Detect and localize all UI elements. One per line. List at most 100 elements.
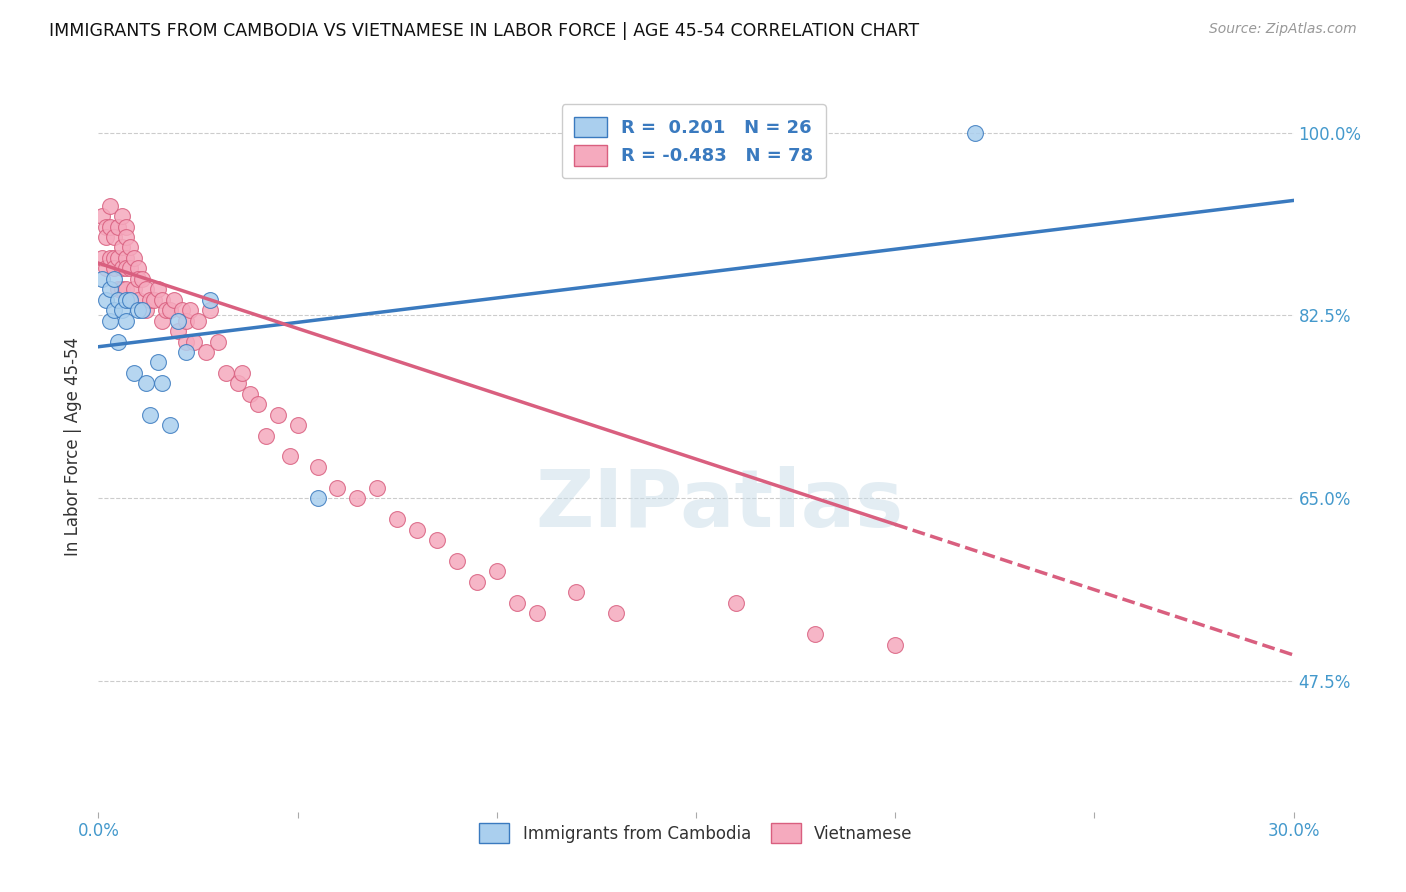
Point [98, 199, 122, 213]
Point [326, 481, 349, 495]
Point [127, 272, 149, 286]
Point [115, 282, 138, 296]
Point [115, 251, 138, 265]
Point [115, 230, 138, 244]
Text: ZIPatlas: ZIPatlas [536, 466, 904, 543]
Point [111, 209, 134, 223]
Point [111, 261, 134, 276]
Point [96, 230, 118, 244]
Point [98, 282, 122, 296]
Point [226, 376, 249, 391]
Point [135, 303, 157, 318]
Point [96, 261, 118, 276]
Point [366, 481, 388, 495]
Point [605, 606, 627, 620]
Point [385, 512, 409, 526]
Point [127, 303, 149, 318]
Point [163, 293, 186, 307]
Point [183, 334, 205, 349]
Point [127, 261, 149, 276]
Point [111, 282, 134, 296]
Point [485, 565, 508, 579]
Point [127, 293, 149, 307]
Point [139, 408, 162, 422]
Legend: Immigrants from Cambodia, Vietnamese: Immigrants from Cambodia, Vietnamese [471, 815, 921, 851]
Point [963, 126, 986, 140]
Point [103, 272, 125, 286]
Point [246, 397, 269, 411]
Point [115, 313, 138, 327]
Point [159, 418, 181, 433]
Point [506, 596, 529, 610]
Point [724, 596, 747, 610]
Point [446, 554, 468, 568]
Point [426, 533, 449, 547]
Point [124, 251, 146, 265]
Point [198, 303, 221, 318]
Point [307, 459, 329, 474]
Point [159, 303, 181, 318]
Point [124, 282, 146, 296]
Point [91, 272, 114, 286]
Point [198, 293, 221, 307]
Point [406, 523, 429, 537]
Point [124, 366, 146, 380]
Point [179, 303, 201, 318]
Point [174, 334, 197, 349]
Point [135, 282, 157, 296]
Point [215, 366, 238, 380]
Point [131, 272, 153, 286]
Point [287, 418, 309, 433]
Point [526, 606, 548, 620]
Point [111, 303, 134, 318]
Point [135, 376, 157, 391]
Point [239, 386, 262, 401]
Point [98, 219, 122, 234]
Point [107, 334, 129, 349]
Point [111, 240, 134, 254]
Point [96, 219, 118, 234]
Point [91, 209, 114, 223]
Point [120, 240, 142, 254]
Point [107, 251, 129, 265]
Point [150, 376, 173, 391]
Point [765, 126, 787, 140]
Point [103, 251, 125, 265]
Point [91, 251, 114, 265]
Point [150, 293, 173, 307]
Point [115, 261, 138, 276]
Point [150, 313, 173, 327]
Point [148, 355, 170, 369]
Point [107, 219, 129, 234]
Text: Source: ZipAtlas.com: Source: ZipAtlas.com [1209, 22, 1357, 37]
Point [103, 230, 125, 244]
Point [107, 293, 129, 307]
Point [120, 261, 142, 276]
Point [254, 428, 277, 442]
Point [148, 282, 170, 296]
Point [167, 324, 190, 338]
Point [231, 366, 253, 380]
Point [267, 408, 290, 422]
Point [103, 261, 125, 276]
Point [120, 293, 142, 307]
Point [187, 313, 209, 327]
Point [143, 293, 166, 307]
Point [884, 638, 907, 652]
Point [131, 303, 153, 318]
Point [139, 293, 162, 307]
Point [307, 491, 329, 506]
Point [465, 574, 488, 589]
Point [115, 293, 138, 307]
Point [155, 303, 177, 318]
Point [195, 345, 218, 359]
Point [804, 627, 827, 641]
Point [174, 345, 197, 359]
Point [346, 491, 368, 506]
Point [107, 282, 129, 296]
Point [278, 450, 301, 464]
Point [167, 313, 190, 327]
Point [120, 293, 142, 307]
Point [172, 303, 194, 318]
Text: IMMIGRANTS FROM CAMBODIA VS VIETNAMESE IN LABOR FORCE | AGE 45-54 CORRELATION CH: IMMIGRANTS FROM CAMBODIA VS VIETNAMESE I… [49, 22, 920, 40]
